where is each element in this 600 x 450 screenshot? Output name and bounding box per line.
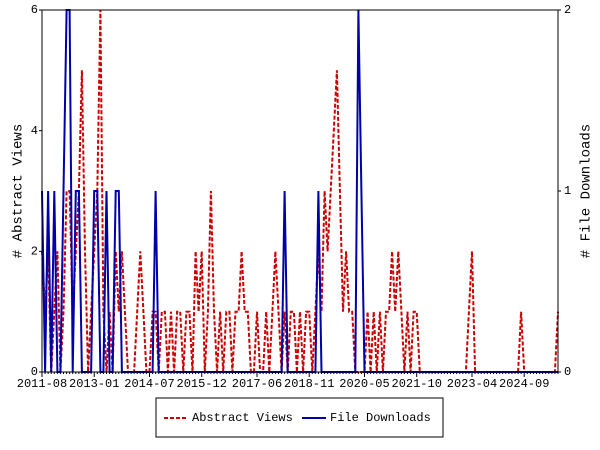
x-tick-label: 2023-04 [447,377,497,391]
x-tick-label: 2020-05 [339,377,389,391]
y-tick-label: 4 [31,124,38,138]
x-tick-label: 2013-01 [69,377,119,391]
x-tick-label: 2011-08 [17,377,67,391]
x-tick-label: 2021-10 [392,377,442,391]
plot-frame [41,9,559,373]
y2-tick-label: 2 [564,3,571,17]
legend-box [155,397,444,438]
x-tick-label: 2017-06 [232,377,282,391]
legend-label: File Downloads [330,411,431,425]
y2-tick-label: 0 [564,365,571,379]
x-tick-label: 2024-09 [499,377,549,391]
y-tick-label: 2 [31,245,38,259]
y2-axis-label: # File Downloads [579,124,595,258]
y-axis-label: # Abstract Views [11,124,27,258]
y-tick-label: 0 [31,365,38,379]
x-tick-label: 2014-07 [124,377,174,391]
legend-label: Abstract Views [192,411,293,425]
x-tick-label: 2018-11 [284,377,334,391]
y2-tick-label: 1 [564,184,571,198]
data-line [41,9,558,373]
x-tick-label: 2015-12 [177,377,227,391]
y-tick-label: 6 [31,3,38,17]
